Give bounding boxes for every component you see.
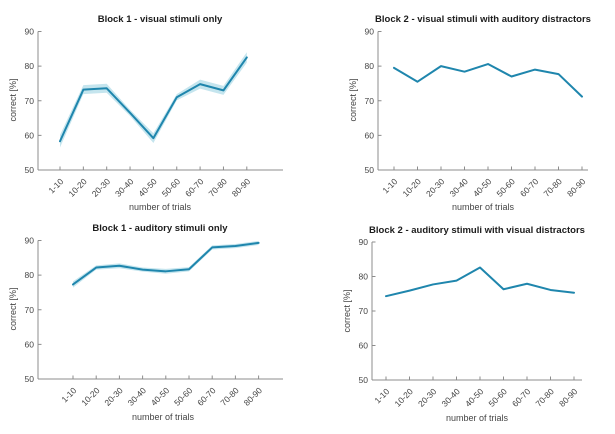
x-tick-label: 40-50 <box>471 176 494 199</box>
x-tick-label: 80-90 <box>242 385 265 408</box>
y-tick-label: 60 <box>365 130 375 140</box>
x-tick-label: 10-20 <box>79 385 102 408</box>
data-line <box>72 241 260 286</box>
x-tick-label: 40-50 <box>149 385 172 408</box>
x-tick-label: 10-20 <box>66 176 89 199</box>
y-axis-label-block2-auditory: correct [%] <box>342 289 352 333</box>
x-tick-label: 50-60 <box>172 385 195 408</box>
x-tick-label: 30-40 <box>126 385 149 408</box>
y-tick-label: 50 <box>25 374 35 384</box>
chart-title-block2-auditory: Block 2 - auditory stimuli with visual d… <box>369 225 585 236</box>
x-tick-label: 70-80 <box>206 176 229 199</box>
y-axis-label-block2-visual: correct [%] <box>348 78 358 122</box>
x-tick-label: 80-90 <box>557 386 580 409</box>
x-tick-label: 1-10 <box>46 176 65 195</box>
y-tick-label: 90 <box>365 27 375 37</box>
y-axis-label-block1-visual: correct [%] <box>8 78 18 122</box>
x-tick-label: 40-50 <box>136 176 159 199</box>
x-tick-label: 20-30 <box>90 176 113 199</box>
y-tick-label: 80 <box>365 61 375 71</box>
y-tick-label: 80 <box>25 61 35 71</box>
y-tick-label: 50 <box>25 165 35 175</box>
x-tick-label: 60-70 <box>510 386 533 409</box>
x-tick-label: 60-70 <box>518 176 541 199</box>
data-line <box>393 63 583 98</box>
x-tick-label: 20-30 <box>424 176 447 199</box>
x-tick-label: 70-80 <box>533 386 556 409</box>
data-line <box>385 266 575 298</box>
chart-title-block2-visual: Block 2 - visual stimuli with auditory d… <box>375 14 591 25</box>
x-tick-label: 20-30 <box>102 385 125 408</box>
chart-title-block1-visual: Block 1 - visual stimuli only <box>97 14 223 25</box>
x-tick-label: 50-60 <box>494 176 517 199</box>
data-line <box>59 56 248 143</box>
x-tick-label: 50-60 <box>160 176 183 199</box>
y-tick-label: 90 <box>25 236 35 246</box>
y-tick-label: 60 <box>25 130 35 140</box>
y-tick-label: 60 <box>25 339 35 349</box>
x-tick-label: 70-80 <box>541 176 564 199</box>
x-tick-label: 1-10 <box>59 385 78 404</box>
y-tick-label: 50 <box>365 165 375 175</box>
x-tick-label: 80-90 <box>565 176 588 199</box>
error-band <box>73 240 259 288</box>
chart-0: 50 60 70 80 90 1-10 10-20 20-30 30-40 40-50 50-60 6… <box>25 27 283 199</box>
x-tick-label: 30-40 <box>447 176 470 199</box>
x-tick-label: 40-50 <box>463 386 486 409</box>
y-tick-label: 70 <box>359 306 369 316</box>
y-axis-label-block1-auditory: correct [%] <box>8 287 18 331</box>
x-tick-label: 60-70 <box>183 176 206 199</box>
x-axis-label-block1-visual: number of trials <box>128 202 192 212</box>
y-tick-label: 70 <box>25 305 35 315</box>
x-tick-label: 60-70 <box>195 385 218 408</box>
x-tick-label: 10-20 <box>400 176 423 199</box>
x-tick-label: 80-90 <box>230 176 253 199</box>
y-tick-label: 80 <box>25 270 35 280</box>
chart-3: 50 60 70 80 90 1-10 10-20 20-30 30-40 40-50 50-60 6… <box>359 237 582 409</box>
chart-2: 50 60 70 80 90 1-10 10-20 20-30 30-40 40-50 50-60 6… <box>25 236 283 408</box>
chart-title-block1-auditory: Block 1 - auditory stimuli only <box>92 223 228 234</box>
error-band <box>60 52 247 148</box>
y-tick-label: 70 <box>25 96 35 106</box>
y-tick-label: 70 <box>365 96 375 106</box>
y-tick-label: 90 <box>359 237 369 247</box>
x-tick-label: 30-40 <box>439 386 462 409</box>
chart-1: 50 60 70 80 90 1-10 10-20 20-30 30-40 40-50 50-60 6… <box>365 27 588 199</box>
x-axis-label-block2-visual: number of trials <box>451 202 515 212</box>
y-tick-label: 60 <box>359 341 369 351</box>
x-tick-label: 1-10 <box>380 176 399 195</box>
y-tick-label: 50 <box>359 375 369 385</box>
x-tick-label: 50-60 <box>486 386 509 409</box>
x-tick-label: 30-40 <box>113 176 136 199</box>
x-axis-label-block1-auditory: number of trials <box>131 412 195 422</box>
x-tick-label: 1-10 <box>372 386 391 405</box>
x-tick-label: 20-30 <box>416 386 439 409</box>
y-tick-label: 90 <box>25 27 35 37</box>
x-axis-label-block2-auditory: number of trials <box>445 413 509 423</box>
y-tick-label: 80 <box>359 272 369 282</box>
x-tick-label: 70-80 <box>218 385 241 408</box>
x-tick-label: 10-20 <box>392 386 415 409</box>
